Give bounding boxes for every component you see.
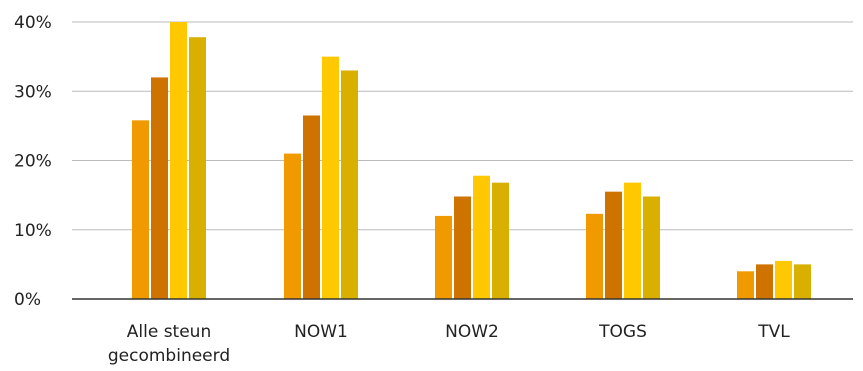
bar bbox=[605, 191, 622, 299]
bar bbox=[775, 260, 792, 299]
bar bbox=[737, 271, 754, 299]
y-tick-label: 0% bbox=[14, 290, 41, 310]
bar bbox=[643, 196, 660, 299]
y-axis-tick-labels: 0% 10% 20% 30% 40% bbox=[14, 13, 52, 310]
x-category-label-line: NOW2 bbox=[445, 322, 499, 342]
y-tick-label: 10% bbox=[14, 221, 52, 241]
bar bbox=[132, 120, 149, 300]
bar bbox=[151, 77, 168, 300]
bar bbox=[492, 182, 509, 299]
y-tick-label: 40% bbox=[14, 13, 52, 33]
bar bbox=[435, 215, 452, 299]
x-category-label: Alle steun gecombineerd bbox=[108, 322, 230, 366]
bar bbox=[341, 70, 358, 299]
x-category-label: NOW1 bbox=[294, 322, 348, 342]
bar bbox=[624, 182, 641, 299]
y-tick-label: 30% bbox=[14, 82, 52, 102]
bar bbox=[794, 264, 811, 299]
x-category-label: TOGS bbox=[598, 322, 647, 342]
bars bbox=[132, 22, 811, 300]
x-category-label-line: TVL bbox=[757, 322, 790, 342]
x-category-label-line: gecombineerd bbox=[108, 346, 230, 366]
x-category-label: TVL bbox=[757, 322, 790, 342]
bar bbox=[473, 175, 490, 299]
y-tick-label: 20% bbox=[14, 152, 52, 172]
bar bbox=[170, 22, 187, 299]
bar bbox=[322, 56, 339, 299]
x-axis-category-labels: Alle steun gecombineerd NOW1 NOW2 TOGS TVL bbox=[108, 322, 790, 366]
bar bbox=[586, 213, 603, 299]
bar bbox=[756, 264, 773, 299]
bar bbox=[189, 37, 206, 300]
bar bbox=[454, 196, 471, 299]
x-category-label: NOW2 bbox=[445, 322, 499, 342]
bar bbox=[303, 115, 320, 299]
x-category-label-line: Alle steun bbox=[127, 322, 211, 342]
bar bbox=[284, 153, 301, 299]
x-category-label-line: NOW1 bbox=[294, 322, 348, 342]
x-category-label-line: TOGS bbox=[598, 322, 647, 342]
